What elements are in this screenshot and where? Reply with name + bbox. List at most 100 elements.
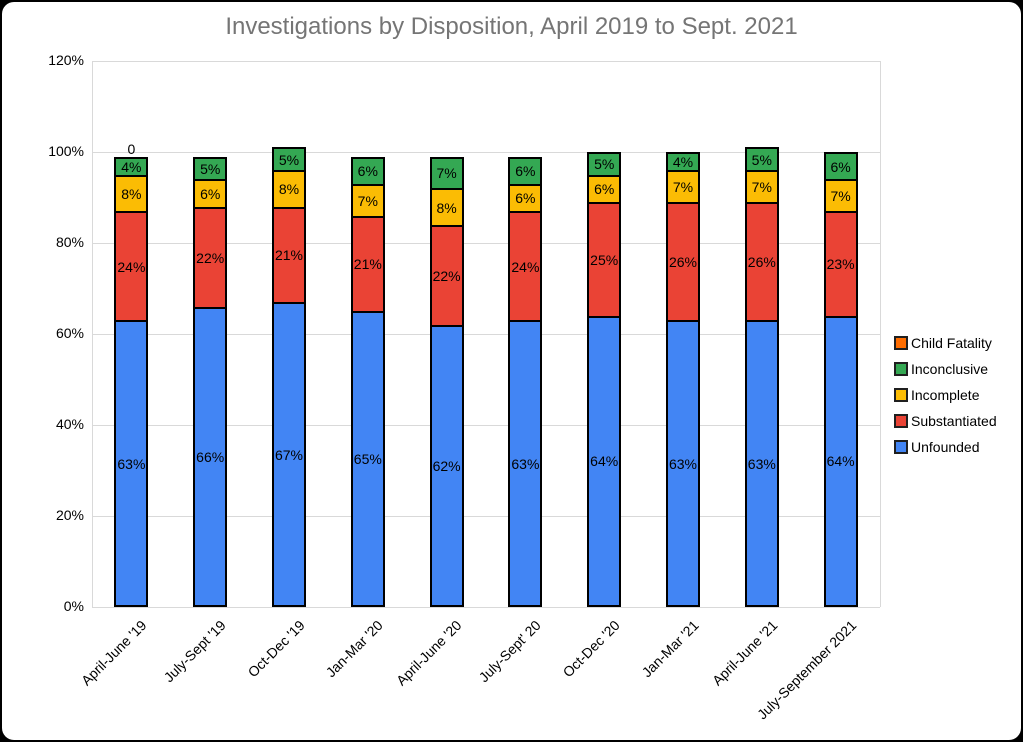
bar-6-segment-unfounded: 63% — [508, 320, 543, 607]
x-axis-label: July-Sept '19 — [160, 617, 229, 686]
plot-left-border — [92, 61, 93, 607]
bar-4-segment-inconclusive: 6% — [350, 156, 385, 186]
x-axis-label: April-June '19 — [78, 617, 150, 689]
bar-9-segment-incomplete: 7% — [744, 170, 779, 205]
legend-item-incomplete: Incomplete — [894, 382, 997, 408]
bar-2-label-unfounded: 66% — [196, 448, 225, 465]
bar-9-label-unfounded: 63% — [747, 455, 776, 472]
y-tick-label: 120% — [48, 52, 84, 68]
y-tick-label: 80% — [55, 234, 84, 250]
bar-2-label-incomplete: 6% — [200, 185, 221, 202]
bar-6-segment-inconclusive: 6% — [508, 156, 543, 186]
gridline — [92, 424, 880, 426]
bar-9-label-incomplete: 7% — [751, 179, 772, 196]
bar-7-segment-inconclusive: 5% — [587, 152, 622, 177]
bar-6-label-substantiated: 24% — [511, 258, 540, 275]
bar-5-segment-substantiated: 22% — [429, 224, 464, 327]
bar-5-segment-incomplete: 8% — [429, 188, 464, 227]
y-tick-label: 100% — [48, 143, 84, 159]
bar-8-segment-incomplete: 7% — [666, 170, 700, 205]
legend-swatch-unfounded — [894, 440, 908, 454]
bar-6-label-unfounded: 63% — [511, 455, 540, 472]
bar-3-segment-unfounded: 67% — [272, 302, 306, 607]
legend-item-substantiated: Substantiated — [894, 408, 997, 434]
legend-swatch-inconclusive — [894, 362, 908, 376]
legend-item-unfounded: Unfounded — [894, 434, 997, 460]
gridline — [92, 60, 880, 62]
bar-8-segment-substantiated: 26% — [666, 202, 700, 323]
bar-5-segment-unfounded: 62% — [429, 324, 464, 607]
bar-1-label-incomplete: 8% — [121, 185, 142, 202]
legend-swatch-substantiated — [894, 414, 908, 428]
bar-9-label-substantiated: 26% — [747, 254, 776, 271]
bar-2-segment-substantiated: 22% — [193, 206, 228, 309]
bar-4-label-incomplete: 7% — [357, 192, 378, 209]
bar-7-segment-incomplete: 6% — [587, 174, 622, 205]
bar-3-segment-inconclusive: 5% — [272, 147, 306, 173]
legend-label-unfounded: Unfounded — [911, 439, 980, 455]
legend-label-child-fatality: Child Fatality — [911, 335, 992, 351]
bar-5-label-substantiated: 22% — [432, 267, 461, 284]
gridline — [92, 242, 880, 244]
bar-1-segment-inconclusive: 4% — [114, 156, 149, 177]
x-axis-label: Jan-Mar '20 — [322, 617, 387, 681]
gridline — [92, 333, 880, 335]
x-axis-label: Oct-Dec '20 — [559, 617, 623, 681]
bar-3-label-substantiated: 21% — [274, 247, 304, 264]
gridline — [92, 151, 880, 153]
legend-label-inconclusive: Inconclusive — [911, 361, 989, 377]
bar-6-segment-incomplete: 6% — [508, 183, 543, 214]
bar-5-label-inconclusive: 7% — [436, 165, 457, 182]
gridline — [92, 515, 880, 517]
bar-9-segment-inconclusive: 5% — [744, 147, 779, 173]
bar-7-label-unfounded: 64% — [590, 453, 619, 470]
bar-1-segment-unfounded: 63% — [114, 320, 149, 607]
bar-9-label-inconclusive: 5% — [751, 151, 772, 168]
x-axis-label: April-June '21 — [708, 617, 781, 689]
bar-1-label-inconclusive: 4% — [121, 158, 142, 175]
x-axis-label: April-June '20 — [393, 617, 465, 689]
bar-10-segment-substantiated: 23% — [823, 211, 858, 318]
bar-2-segment-incomplete: 6% — [193, 179, 228, 209]
bar-10-segment-unfounded: 64% — [823, 315, 858, 607]
bar-8-segment-unfounded: 63% — [666, 320, 700, 607]
bar-4-segment-unfounded: 65% — [350, 311, 385, 607]
y-tick-label: 20% — [55, 507, 84, 523]
bar-1-label-substantiated: 24% — [117, 258, 146, 275]
y-tick-label: 60% — [55, 325, 84, 341]
bar-10-label-incomplete: 7% — [830, 188, 851, 205]
bar-10-label-unfounded: 64% — [826, 453, 855, 470]
legend-item-inconclusive: Inconclusive — [894, 356, 997, 382]
legend-label-substantiated: Substantiated — [911, 413, 997, 429]
bar-6-label-inconclusive: 6% — [515, 163, 536, 180]
bar-4-label-inconclusive: 6% — [357, 163, 378, 180]
chart-title: Investigations by Disposition, April 201… — [225, 13, 798, 40]
y-tick-label: 40% — [55, 416, 84, 432]
bar-8-segment-inconclusive: 4% — [666, 152, 700, 173]
bar-8-label-unfounded: 63% — [668, 455, 698, 472]
bar-5-segment-inconclusive: 7% — [429, 156, 464, 191]
gridline — [92, 606, 880, 608]
bar-1-label-unfounded: 63% — [117, 455, 146, 472]
bar-9-segment-unfounded: 63% — [744, 320, 779, 607]
bar-4-segment-substantiated: 21% — [350, 215, 385, 314]
legend-swatch-child-fatality — [894, 336, 908, 350]
x-axis-label: Jan-Mar '21 — [638, 617, 702, 681]
legend-item-child-fatality: Child Fatality — [894, 330, 997, 356]
legend-swatch-incomplete — [894, 388, 908, 402]
bar-8-label-substantiated: 26% — [668, 254, 698, 271]
bar-1-segment-substantiated: 24% — [114, 211, 149, 323]
bar-6-label-incomplete: 6% — [515, 190, 536, 207]
x-axis-label: Oct-Dec '19 — [244, 617, 308, 681]
bar-3-label-incomplete: 8% — [278, 181, 300, 198]
bar-10-label-substantiated: 23% — [826, 256, 855, 273]
x-axis-label: July-Sept' 20 — [475, 617, 544, 686]
bar-5-label-incomplete: 8% — [436, 199, 457, 216]
bar-2-segment-inconclusive: 5% — [193, 156, 228, 182]
plot-right-border — [880, 61, 881, 607]
bar-3-segment-substantiated: 21% — [272, 206, 306, 305]
y-tick-label: 0% — [63, 598, 84, 614]
